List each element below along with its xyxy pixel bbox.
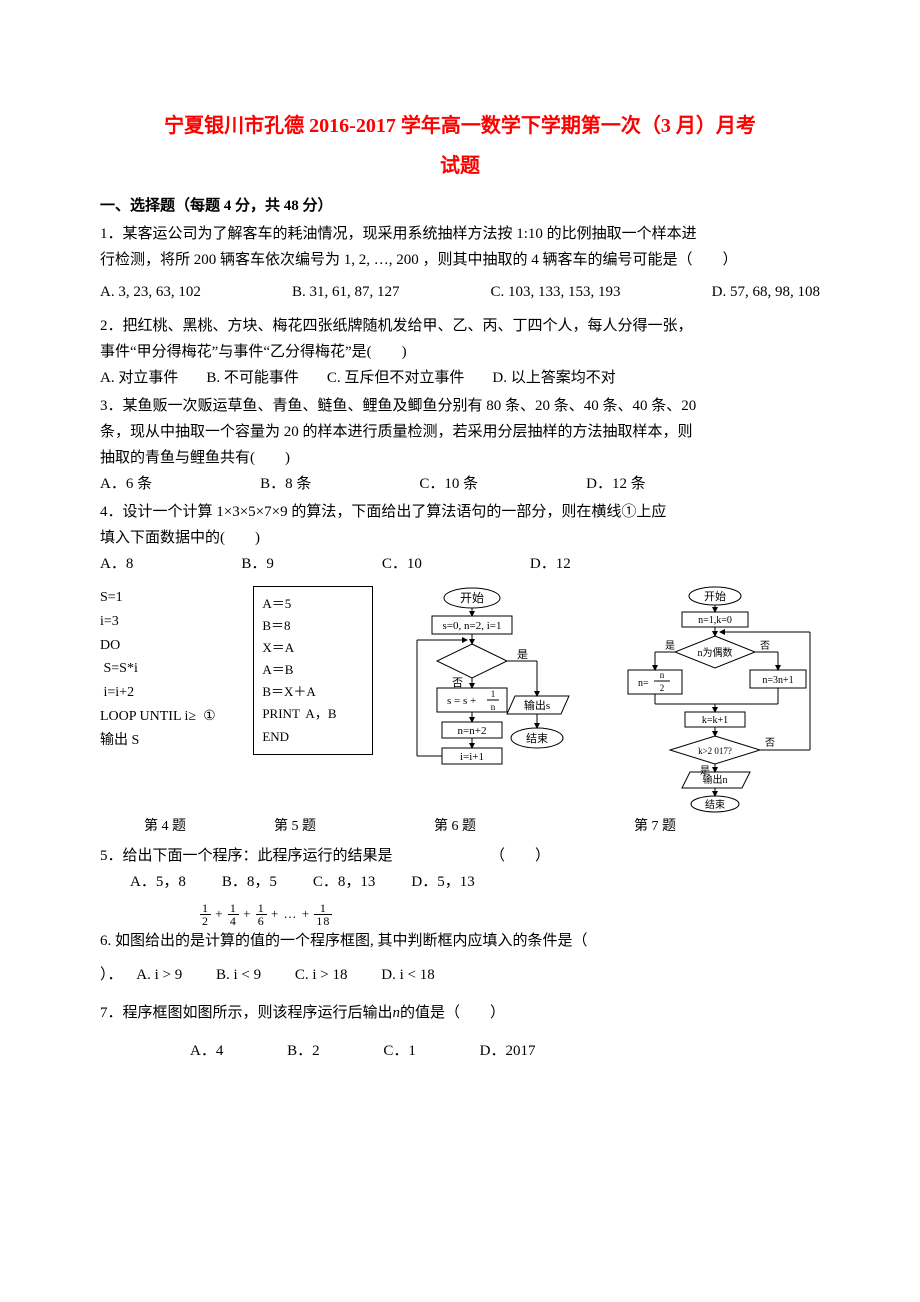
q4-opt-b: B．9 [241,552,274,576]
figure-4-code: S=1 i=3 DO S=S*i i=i+2 LOOP UNTIL i≥ ① 输… [100,586,230,753]
fig-label-7: 第 7 题 [550,816,760,838]
q6-opt-b: B. i < 9 [216,967,261,983]
question-6: 12 + 14 + 16 + … + 118 6. 如图给出的是计算的值的一个程… [100,902,820,987]
q2-opt-b: B. 不可能事件 [206,366,299,390]
figure-7-flowchart: 开始 n=1,k=0 n为偶数 是 否 n= n 2 n=3n+1 k=k+1 [610,586,820,814]
q3-opt-c: C．10 条 [419,472,478,496]
page-title-line1: 宁夏银川市孔德 2016-2017 学年高一数学下学期第一次（3 月）月考 [100,110,820,142]
q4-line2: 填入下面数据中的( ) [100,526,820,550]
svg-text:输出n: 输出n [702,773,727,786]
svg-text:n=: n= [638,678,649,689]
svg-text:n=1,k=0: n=1,k=0 [698,615,732,626]
q3-line3: 抽取的青鱼与鲤鱼共有( ) [100,446,820,470]
q3-opt-a: A．6 条 [100,472,152,496]
q1-options: A. 3, 23, 63, 102 B. 31, 61, 87, 127 C. … [100,280,820,304]
q5-opt-c: C．8，13 [313,870,376,894]
q3-options: A．6 条 B．8 条 C．10 条 D．12 条 [100,472,820,496]
section1-head: 一、选择题（每题 4 分，共 48 分） [100,194,820,218]
svg-text:否: 否 [760,640,770,652]
q6-opt-a: A. i > 9 [136,967,182,983]
q4-opt-c: C．10 [382,552,422,576]
svg-text:k=k+1: k=k+1 [702,715,728,726]
q2-opt-d: D. 以上答案均不对 [492,366,615,390]
q1-opt-a: A. 3, 23, 63, 102 [100,280,201,304]
q4-opt-a: A．8 [100,552,133,576]
q1-opt-c: C. 103, 133, 153, 193 [491,280,621,304]
svg-text:结束: 结束 [705,798,725,811]
svg-text:i=i+1: i=i+1 [460,751,484,763]
q7-opt-b: B．2 [287,1043,320,1059]
q1-opt-b: B. 31, 61, 87, 127 [292,280,400,304]
q2-line1: 2．把红桃、黑桃、方块、梅花四张纸牌随机发给甲、乙、丙、丁四个人，每人分得一张， [100,314,820,338]
svg-text:n: n [490,702,495,712]
svg-text:是: 是 [665,640,675,652]
q5-opt-b: B．8，5 [222,870,277,894]
q2-line2: 事件“甲分得梅花”与事件“乙分得梅花”是( ) [100,340,820,364]
svg-text:n: n [660,670,665,680]
q4-options: A．8 B．9 C．10 D．12 [100,552,820,576]
q7-opt-a: A．4 [190,1043,223,1059]
q6-opt-d: D. i < 18 [381,967,434,983]
question-1: 1．某客运公司为了解客车的耗油情况，现采用系统抽样方法按 1:10 的比例抽取一… [100,222,820,304]
svg-text:否: 否 [765,737,775,749]
q5-line1: 5．给出下面一个程序：此程序运行的结果是 （ ） [100,844,820,868]
q2-opt-a: A. 对立事件 [100,366,178,390]
svg-text:否: 否 [452,677,463,689]
question-2: 2．把红桃、黑桃、方块、梅花四张纸牌随机发给甲、乙、丙、丁四个人，每人分得一张，… [100,314,820,390]
fig-label-5: 第 5 题 [230,816,360,838]
q1-line1: 1．某客运公司为了解客车的耗油情况，现采用系统抽样方法按 1:10 的比例抽取一… [100,222,820,246]
q7-options: A．4 B．2 C．1 D．2017 [190,1039,820,1063]
q3-line1: 3．某鱼贩一次贩运草鱼、青鱼、鲢鱼、鲤鱼及鲫鱼分别有 80 条、20 条、40 … [100,394,820,418]
q2-options: A. 对立事件 B. 不可能事件 C. 互斥但不对立事件 D. 以上答案均不对 [100,366,820,390]
fig-label-4: 第 4 题 [100,816,230,838]
q5-options: A．5，8 B．8，5 C．8，13 D．5，13 [130,870,820,894]
q3-opt-d: D．12 条 [586,472,646,496]
q5-opt-d: D．5，13 [411,870,474,894]
question-4: 4．设计一个计算 1×3×5×7×9 的算法，下面给出了算法语句的一部分，则在横… [100,500,820,576]
q7-line1: 7．程序框图如图所示，则该程序运行后输出n的值是（ ） [100,1001,820,1025]
page-title-line2: 试题 [100,150,820,182]
svg-text:n=3n+1: n=3n+1 [762,675,793,686]
svg-text:输出s: 输出s [524,698,550,712]
svg-text:s=0, n=2, i=1: s=0, n=2, i=1 [442,620,501,632]
q6-line2: ）． A. i > 9 B. i < 9 C. i > 18 D. i < 18 [100,963,820,987]
q1-opt-d: D. 57, 68, 98, 108 [712,280,820,304]
svg-text:n为偶数: n为偶数 [697,646,732,659]
q6-opt-c: C. i > 18 [295,967,348,983]
q7-opt-c: C．1 [383,1043,416,1059]
q2-opt-c: C. 互斥但不对立事件 [327,366,465,390]
question-7: 7．程序框图如图所示，则该程序运行后输出n的值是（ ） A．4 B．2 C．1 … [100,1001,820,1063]
question-3: 3．某鱼贩一次贩运草鱼、青鱼、鲢鱼、鲤鱼及鲫鱼分别有 80 条、20 条、40 … [100,394,820,496]
q3-opt-b: B．8 条 [260,472,311,496]
q3-line2: 条，现从中抽取一个容量为 20 的样本进行质量检测，若采用分层抽样的方法抽取样本… [100,420,820,444]
fig-label-6: 第 6 题 [360,816,550,838]
q5-opt-a: A．5，8 [130,870,186,894]
svg-text:s = s +: s = s + [447,695,476,707]
svg-text:2: 2 [660,683,665,693]
svg-text:开始: 开始 [704,589,726,603]
figure-6-flowchart: 开始 s=0, n=2, i=1 是 输出s 结束 否 s = s + 1 n … [397,586,587,786]
question-5: 5．给出下面一个程序：此程序运行的结果是 （ ） A．5，8 B．8，5 C．8… [100,844,820,894]
svg-text:开始: 开始 [460,591,484,605]
svg-text:n=n+2: n=n+2 [457,725,486,737]
svg-text:结束: 结束 [526,732,548,745]
figure-5-code: A＝5 B＝8 X＝A A＝B B＝X＋A PRINT A，B END [253,586,373,755]
svg-text:是: 是 [517,648,528,661]
q4-line1: 4．设计一个计算 1×3×5×7×9 的算法，下面给出了算法语句的一部分，则在横… [100,500,820,524]
q6-expression: 12 + 14 + 16 + … + 118 [200,902,820,927]
svg-text:k>2 017?: k>2 017? [698,746,732,756]
figure-row: S=1 i=3 DO S=S*i i=i+2 LOOP UNTIL i≥ ① 输… [100,586,820,814]
q6-line1: 6. 如图给出的是计算的值的一个程序框图, 其中判断框内应填入的条件是（ [100,929,820,953]
q4-opt-d: D．12 [530,552,571,576]
svg-text:1: 1 [490,689,495,699]
q1-line2: 行检测，将所 200 辆客车依次编号为 1, 2, …, 200 ，则其中抽取的… [100,248,820,272]
figure-labels: 第 4 题 第 5 题 第 6 题 第 7 题 [100,816,820,838]
q7-opt-d: D．2017 [480,1043,536,1059]
